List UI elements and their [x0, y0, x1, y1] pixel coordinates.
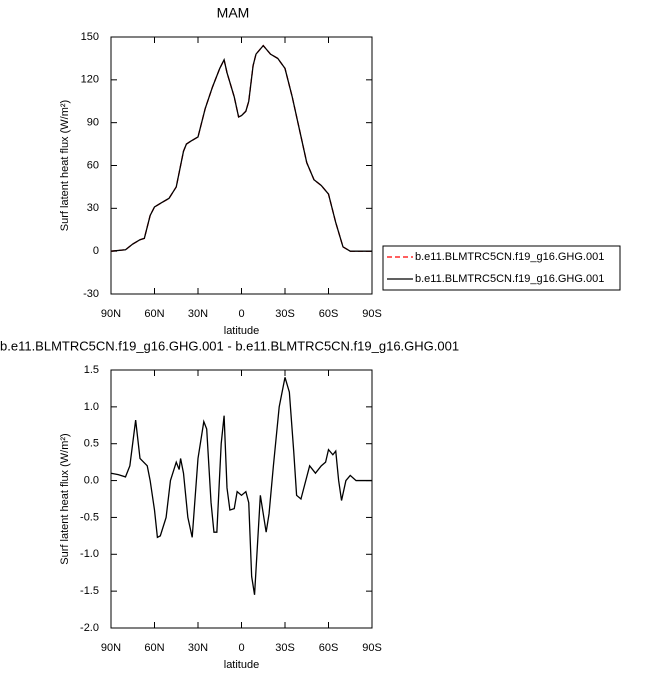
y-tick-label: 0 [93, 245, 99, 257]
legend-label: b.e11.BLMTRC5CN.f19_g16.GHG.001 [415, 273, 604, 285]
data-line [110, 377, 372, 595]
data-line [110, 44, 372, 252]
x-axis-label: latitude [224, 325, 259, 337]
y-tick-label: 150 [81, 31, 99, 43]
x-tick-label: 30S [275, 308, 295, 320]
chart-title: b.e11.BLMTRC5CN.f19_g16.GHG.001 - b.e11.… [0, 338, 459, 353]
chart-title: MAM [217, 5, 250, 21]
y-tick-label: -30 [83, 288, 99, 300]
y-tick-label: 0.5 [84, 438, 99, 450]
legend-label: b.e11.BLMTRC5CN.f19_g16.GHG.001 [415, 251, 604, 263]
plot-frame [110, 36, 373, 295]
y-axis-label: Surf latent heat flux (W/m²) [59, 433, 71, 564]
y-tick-label: -1.5 [80, 585, 99, 597]
x-tick-label: 30S [275, 642, 295, 654]
plot-frame [110, 369, 373, 629]
x-tick-label: 30N [188, 308, 208, 320]
y-tick-label: 30 [87, 202, 99, 214]
x-tick-label: 90N [101, 308, 121, 320]
y-tick-label: 90 [87, 117, 99, 129]
x-tick-label: 0 [238, 308, 244, 320]
y-tick-label: 1.0 [84, 401, 99, 413]
x-axis-label: latitude [224, 659, 259, 671]
y-tick-label: 60 [87, 159, 99, 171]
legend: b.e11.BLMTRC5CN.f19_g16.GHG.001 b.e11.BLM… [382, 245, 621, 291]
x-tick-label: 90N [101, 642, 121, 654]
y-tick-label: -1.0 [80, 548, 99, 560]
y-tick-label: -0.5 [80, 511, 99, 523]
y-tick-label: 1.5 [84, 364, 99, 376]
x-tick-label: 30N [188, 642, 208, 654]
data-line [110, 44, 372, 252]
x-tick-label: 60N [144, 642, 164, 654]
y-tick-label: 120 [81, 74, 99, 86]
y-axis-label: Surf latent heat flux (W/m²) [59, 100, 71, 231]
x-tick-label: 60S [319, 642, 339, 654]
x-tick-label: 90S [362, 308, 382, 320]
x-tick-label: 60S [319, 308, 339, 320]
x-tick-label: 60N [144, 308, 164, 320]
y-tick-label: 0.0 [84, 474, 99, 486]
x-tick-label: 90S [362, 642, 382, 654]
x-tick-label: 0 [238, 642, 244, 654]
legend-box [382, 245, 621, 291]
y-tick-label: -2.0 [80, 622, 99, 634]
